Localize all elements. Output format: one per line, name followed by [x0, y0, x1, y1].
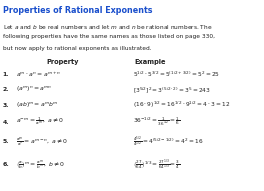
Text: Let $a$ and $b$ be real numbers and let $m$ and $n$ be rational numbers. The: Let $a$ and $b$ be real numbers and let … — [3, 23, 212, 31]
Text: 1.: 1. — [3, 72, 9, 77]
Text: 3.: 3. — [3, 103, 9, 108]
Text: 2.: 2. — [3, 87, 9, 92]
Text: 4.: 4. — [3, 120, 9, 125]
Text: $5^{1/2} \cdot 5^{3/2} = 5^{(1/2+3/2)} = 5^2 = 25$: $5^{1/2} \cdot 5^{3/2} = 5^{(1/2+3/2)} =… — [133, 70, 220, 79]
Text: 6.: 6. — [3, 162, 10, 167]
Text: $(ab)^m = a^m b^m$: $(ab)^m = a^m b^m$ — [16, 100, 59, 110]
Text: $[3^{5/2}]^2 = 3^{(5/2 \cdot 2)} = 3^5 = 243$: $[3^{5/2}]^2 = 3^{(5/2 \cdot 2)} = 3^5 =… — [133, 85, 211, 95]
Text: $36^{-1/2} = \frac{1}{36^{1/2}} = \frac{1}{6}$: $36^{-1/2} = \frac{1}{36^{1/2}} = \frac{… — [133, 116, 181, 129]
Text: $(16 \cdot 9)^{1/2} = 16^{1/2} \cdot 9^{1/2} = 4 \cdot 3 = 12$: $(16 \cdot 9)^{1/2} = 16^{1/2} \cdot 9^{… — [133, 100, 231, 110]
Text: 5.: 5. — [3, 139, 9, 144]
Text: $(a^m)^n = a^{mn}$: $(a^m)^n = a^{mn}$ — [16, 85, 52, 94]
Text: following properties have the same names as those listed on page 330,: following properties have the same names… — [3, 34, 215, 39]
Text: $\frac{a^m}{a^n} = a^{m-n},\ a \neq 0$: $\frac{a^m}{a^n} = a^{m-n},\ a \neq 0$ — [16, 135, 68, 148]
Text: Property: Property — [46, 59, 79, 65]
Text: Properties of Rational Exponents: Properties of Rational Exponents — [3, 6, 152, 15]
Text: $a^{-m} = \frac{1}{a^m},\ a \neq 0$: $a^{-m} = \frac{1}{a^m},\ a \neq 0$ — [16, 116, 64, 128]
Text: $\frac{4^{5/2}}{4^{1/2}} = 4^{(5/2-1/2)} = 4^2 = 16$: $\frac{4^{5/2}}{4^{1/2}} = 4^{(5/2-1/2)}… — [133, 134, 204, 149]
Text: Example: Example — [135, 59, 166, 65]
Text: $\left(\frac{27}{64}\right)^{1/3} = \frac{27^{1/3}}{64^{1/3}} = \frac{3}{4}$: $\left(\frac{27}{64}\right)^{1/3} = \fra… — [133, 157, 181, 172]
Text: $\left(\frac{a}{b}\right)^m = \frac{a^m}{b^m},\ b \neq 0$: $\left(\frac{a}{b}\right)^m = \frac{a^m}… — [16, 158, 65, 171]
Text: $a^m \cdot a^n = a^{m+n}$: $a^m \cdot a^n = a^{m+n}$ — [16, 70, 61, 79]
Text: but now apply to rational exponents as illustrated.: but now apply to rational exponents as i… — [3, 46, 151, 51]
